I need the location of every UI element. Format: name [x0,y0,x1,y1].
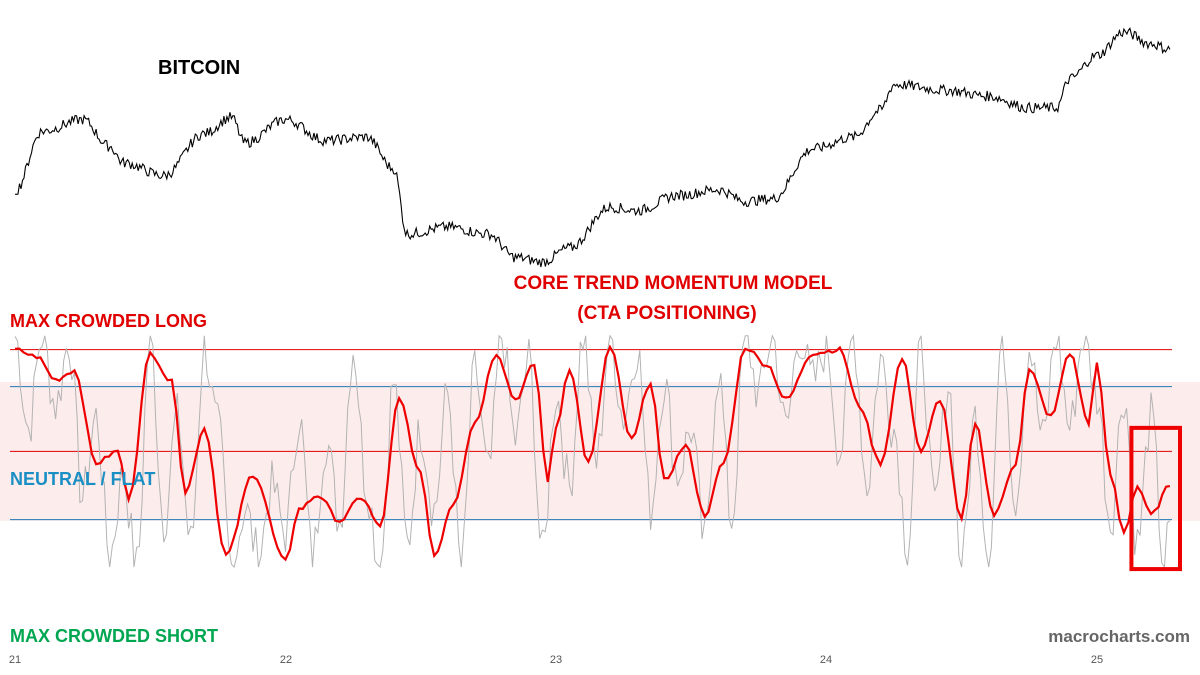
raw-momentum-line [14,334,1171,569]
x-tick-label: 25 [1091,654,1103,666]
level-label-short: MAX CROWDED SHORT [10,626,218,646]
watermark: macrocharts.com [1048,627,1190,646]
model-subtitle: (CTA POSITIONING) [577,303,756,324]
x-axis: 21 22 23 24 25 [9,654,1103,666]
x-tick-label: 21 [9,654,21,666]
x-tick-label: 24 [820,654,832,666]
highlight-box [1129,425,1182,572]
price-title: BITCOIN [158,57,240,79]
level-label-long: MAX CROWDED LONG [10,311,207,331]
bitcoin-price-line [14,27,1171,268]
x-tick-label: 22 [280,654,292,666]
model-title: CORE TREND MOMENTUM MODEL [514,273,833,294]
level-label-neutral: NEUTRAL / FLAT [10,469,155,489]
smoothed-momentum-line [14,344,1171,562]
x-tick-label: 23 [550,654,562,666]
